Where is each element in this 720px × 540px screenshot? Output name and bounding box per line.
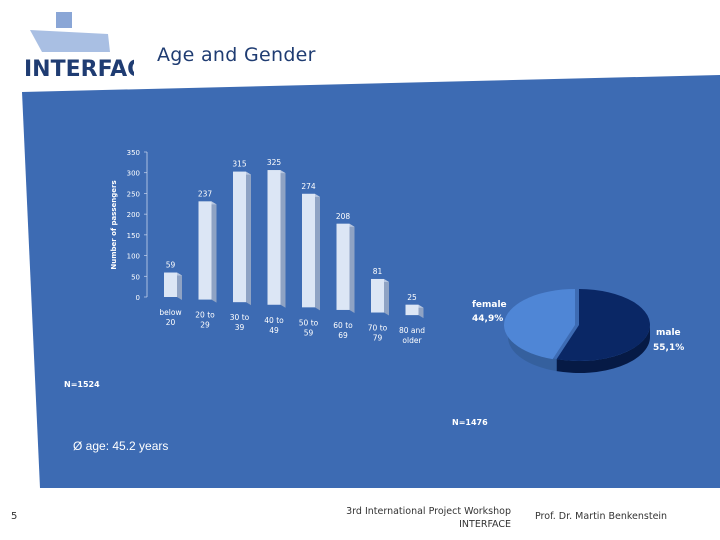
x-tick-label: 20 to [195,311,215,320]
bar-side [177,272,182,300]
pie-slice-female [504,289,575,360]
y-tick-label: 250 [127,190,140,198]
x-tick-label: 70 to [368,324,388,333]
bar-side [211,201,217,303]
bar-value-label: 315 [232,160,247,169]
bar-side [280,170,286,308]
footer-workshop-line2: INTERFACE [459,519,511,530]
bar-chart: 0 50 100 150 200 250 300 350 Number of passenger… [64,149,425,389]
pie-label-female: female [472,300,507,310]
average-age: Ø age: 45.2 years [73,439,169,453]
slide-title: Age and Gender [157,44,316,66]
page-number: 5 [11,511,18,522]
y-tick-label: 200 [127,211,140,219]
y-axis-label: Number of passengers [110,180,118,269]
pie-slice-male-side [556,325,650,373]
x-tick-label: 29 [200,321,210,330]
pie-value-female: 44,9% [472,314,503,324]
footer-workshop-line1: 3rd International Project Workshop [346,506,511,517]
x-tick-label: 69 [338,331,348,340]
x-tick-label: older [402,336,422,345]
bar-side [246,171,251,306]
x-tick-label: 30 to [230,313,250,322]
footer-workshop: 3rd International Project Workshop INTER… [346,505,511,531]
y-tick-label: 0 [136,294,140,302]
y-tick-label: 50 [131,273,140,281]
y-tick-label: 350 [127,149,140,157]
x-tick-label: 20 [166,318,176,327]
pie-value-male: 55,1% [653,343,684,353]
x-tick-label: 80 and [399,326,425,335]
pie-label-male: male [656,328,681,338]
pie-slice-female-side [508,325,557,372]
bar [336,223,350,310]
x-tick-label: 39 [235,323,245,332]
x-tick-label: below [159,308,181,317]
x-tick-label: 79 [373,334,383,343]
logo-text: INTERFACE [24,57,134,82]
y-tick-label: 100 [127,253,140,261]
bar-side [384,278,389,316]
bar-side [315,193,320,311]
pie-chart: female 44,9% male 55,1% N=1476 [452,289,684,427]
bar [164,272,177,297]
interface-logo: INTERFACE [24,12,134,82]
bar-side [418,304,424,319]
bar [267,170,281,305]
bar-value-label: 81 [373,267,383,276]
x-tick-label: 50 to [299,318,319,327]
bar-value-label: 325 [267,158,282,167]
bar-chart-sample-size: N=1524 [64,380,100,389]
bar-value-label: 274 [301,182,316,191]
bar [405,304,419,316]
x-tick-label: 40 to [264,316,284,325]
x-tick-label: 59 [304,328,314,337]
x-tick-label: 60 to [333,321,353,330]
bar-side [349,223,355,313]
pie-slice-male [556,289,651,361]
bar [233,171,246,303]
bar-value-label: 25 [407,293,417,302]
y-tick-label: 300 [127,170,140,178]
y-tick-label: 150 [127,232,140,240]
bar-value-label: 208 [336,212,351,221]
footer-author: Prof. Dr. Martin Benkenstein [535,511,668,522]
bar-value-label: 237 [198,189,213,198]
pie-chart-sample-size: N=1476 [452,418,488,427]
bar [198,201,212,300]
x-tick-label: 49 [269,326,279,335]
bar [302,193,315,308]
bar-value-label: 59 [166,261,176,270]
bar [371,278,384,313]
